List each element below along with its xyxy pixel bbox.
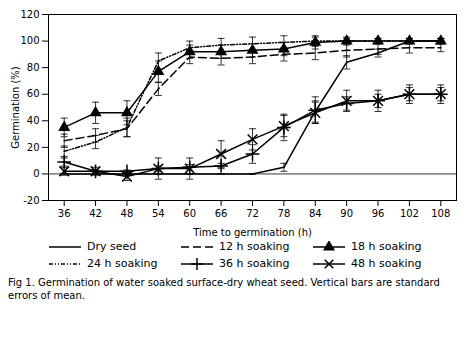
svg-text:72: 72 <box>246 208 259 219</box>
svg-text:40: 40 <box>27 115 40 126</box>
html-text:12 h soaking: 12 h soaking <box>219 240 290 253</box>
svg-text:108: 108 <box>431 208 450 219</box>
svg-text:48: 48 <box>121 208 134 219</box>
svg-text:78: 78 <box>278 208 291 219</box>
svg-text:100: 100 <box>20 35 39 46</box>
html-text:Fig 1. Germination of water so: Fig 1. Germination of water soaked surfa… <box>8 277 440 301</box>
html-text:36 h soaking: 36 h soaking <box>219 257 290 270</box>
svg-text:84: 84 <box>309 208 322 219</box>
svg-text:Germination (%): Germination (%) <box>10 66 21 149</box>
html-text:24 h soaking: 24 h soaking <box>87 257 158 270</box>
svg-text:42: 42 <box>89 208 102 219</box>
svg-text:90: 90 <box>340 208 353 219</box>
svg-text:66: 66 <box>215 208 228 219</box>
svg-text:96: 96 <box>372 208 385 219</box>
svg-text:-20: -20 <box>23 195 39 206</box>
svg-text:60: 60 <box>183 208 196 219</box>
svg-text:102: 102 <box>400 208 419 219</box>
svg-text:0: 0 <box>33 168 39 179</box>
html-text:Dry seed: Dry seed <box>87 240 137 253</box>
svg-text:36: 36 <box>58 208 71 219</box>
html-text:18 h soaking: 18 h soaking <box>351 240 422 253</box>
svg-text:80: 80 <box>27 62 40 73</box>
html-text:48 h soaking: 48 h soaking <box>351 257 422 270</box>
svg-text:60: 60 <box>27 88 40 99</box>
svg-text:Time to germination (h): Time to germination (h) <box>192 227 312 238</box>
svg-text:20: 20 <box>27 142 40 153</box>
svg-text:54: 54 <box>152 208 165 219</box>
svg-text:120: 120 <box>20 9 39 20</box>
